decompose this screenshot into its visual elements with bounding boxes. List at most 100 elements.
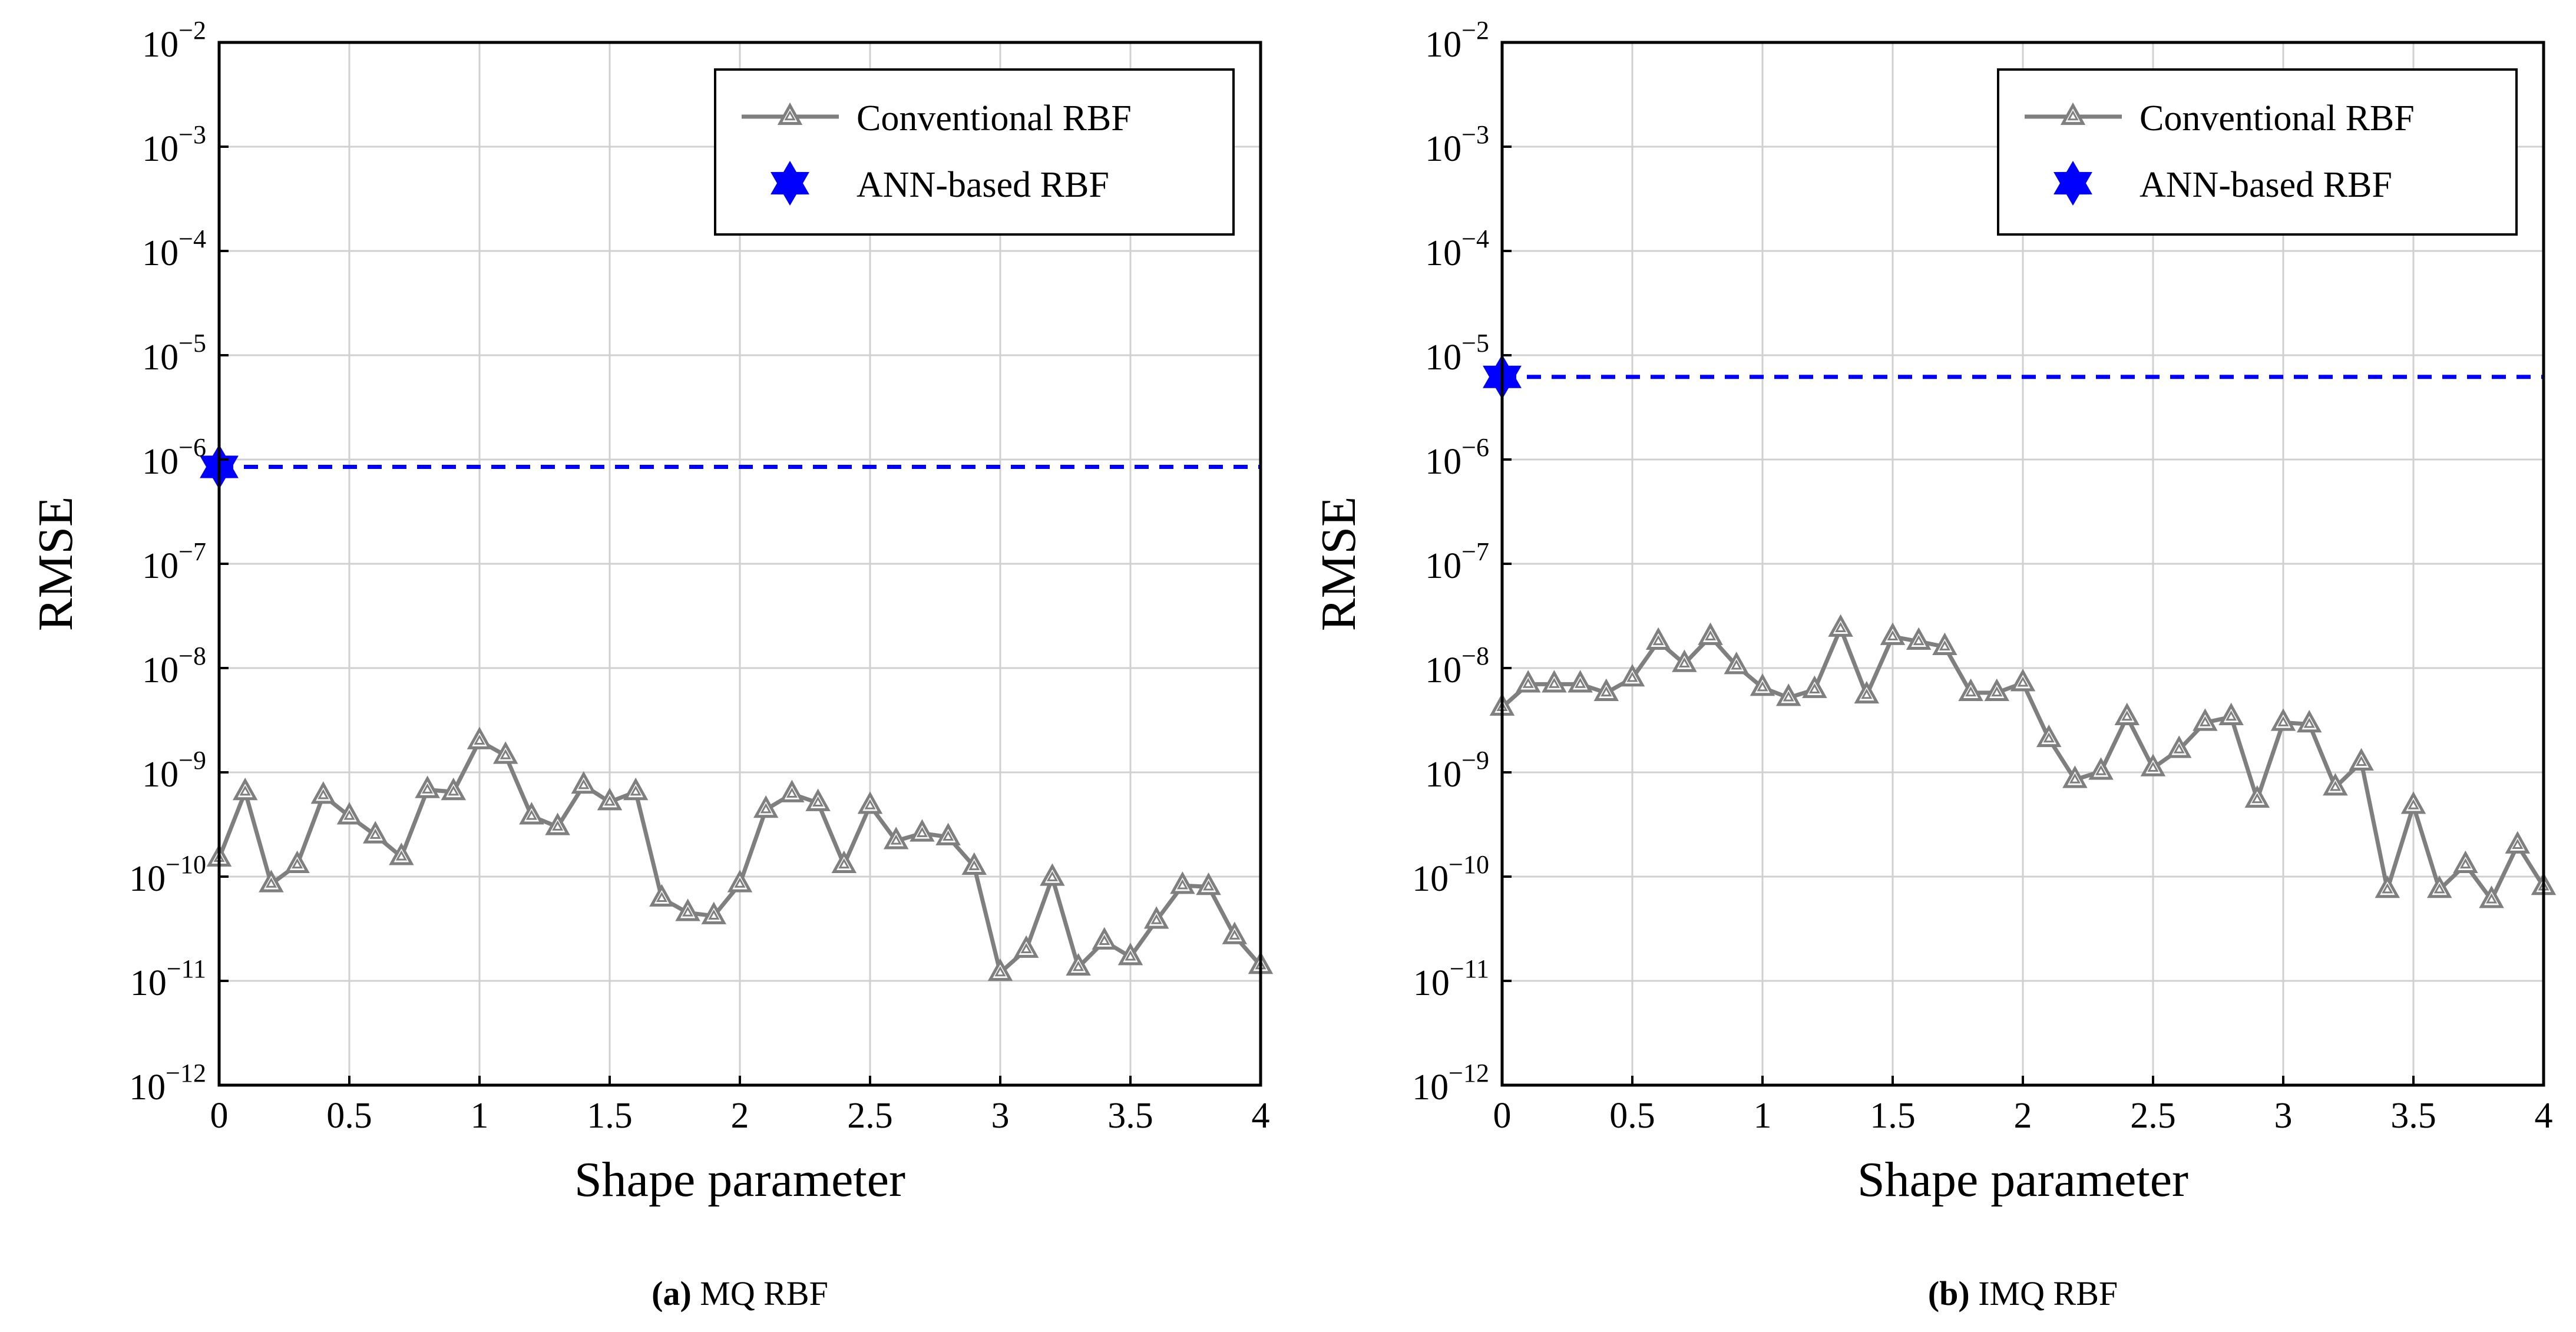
legend-symbol-ann-a <box>771 161 809 206</box>
data-point-conventional-inner <box>760 803 772 814</box>
data-point-conventional-inner <box>474 734 485 745</box>
y-tick-label: 10−7 <box>142 537 206 586</box>
y-axis-label-a: RMSE <box>28 497 83 632</box>
data-point-conventional <box>1542 670 1567 693</box>
data-point-conventional <box>2140 753 2166 776</box>
data-point-conventional <box>2400 791 2426 814</box>
data-point-conventional-inner <box>2329 781 2341 791</box>
x-tick-label: 0 <box>1493 1096 1512 1136</box>
data-point-conventional <box>2062 765 2088 788</box>
legend-entry-ann-a: ANN-based RBF <box>857 165 1109 205</box>
data-point-conventional <box>597 788 623 811</box>
data-point-conventional-inner <box>1626 672 1638 682</box>
data-point-conventional-inner <box>2199 716 2211 726</box>
y-tick-label: 10−4 <box>142 224 206 273</box>
x-tick-label: 3 <box>2274 1096 2293 1136</box>
data-point-conventional <box>987 958 1013 981</box>
data-point-conventional-inner <box>2043 732 2055 743</box>
legend-box-a <box>714 68 1235 236</box>
data-point-conventional-inner <box>2433 883 2445 894</box>
data-point-conventional-inner <box>1913 634 1924 646</box>
data-point-conventional-inner <box>1861 689 1873 699</box>
data-point-conventional <box>753 795 779 818</box>
data-point-conventional-inner <box>2356 755 2367 766</box>
data-point-conventional <box>1568 670 1593 693</box>
data-point-conventional <box>831 850 857 873</box>
y-tick-label: 10−6 <box>142 433 206 482</box>
data-point-conventional <box>1932 632 1957 655</box>
y-tick-label: 10−12 <box>129 1059 206 1108</box>
data-point-conventional-inner <box>2069 773 2081 784</box>
data-point-conventional <box>1515 670 1541 693</box>
x-ticks-b: 0 0.5 1 1.5 2 2.5 3 3.5 4 <box>1493 1076 2553 1136</box>
data-point-conventional <box>1143 906 1169 929</box>
series-b <box>1483 354 2557 908</box>
data-point-conventional <box>961 852 987 875</box>
caption-a: (a) MQ RBF <box>652 1274 828 1313</box>
data-point-conventional <box>2426 875 2452 898</box>
y-tick-label: 10−3 <box>142 120 206 169</box>
legend-box-b <box>1997 68 2518 236</box>
data-point-conventional <box>1619 664 1645 687</box>
data-point-conventional-inner <box>890 834 902 845</box>
data-point-conventional-inner <box>1229 929 1241 940</box>
y-tick-label: 10−7 <box>1425 537 1489 586</box>
x-tick-label: 3 <box>991 1096 1010 1136</box>
data-point-conventional-inner <box>734 877 746 888</box>
data-point-conventional-inner <box>708 909 720 920</box>
data-point-conventional-inner <box>812 796 824 807</box>
y-tick-label: 10−2 <box>1425 16 1489 65</box>
x-tick-label: 4 <box>1252 1096 1270 1136</box>
data-point-conventional-inner <box>2121 710 2133 721</box>
data-point-conventional-inner <box>578 779 590 789</box>
data-point-conventional <box>1775 683 1801 706</box>
data-point-conventional <box>1750 673 1775 696</box>
data-point-conventional-inner <box>2512 838 2524 850</box>
x-tick-label: 3.5 <box>2390 1096 2436 1136</box>
y-tick-label: 10−10 <box>1412 850 1489 899</box>
x-tick-label: 2 <box>731 1096 749 1136</box>
y-tick-label: 10−9 <box>1425 746 1489 795</box>
x-ticks-a: 0 0.5 1 1.5 2 2.5 3 3.5 4 <box>210 1076 1270 1136</box>
panel-a: 10−12 10−11 10−10 10−9 10−8 10−7 10−6 10−5 10−4 1… <box>28 16 1274 1313</box>
data-point-conventional <box>362 821 388 844</box>
x-tick-label: 2.5 <box>847 1096 893 1136</box>
data-point-conventional <box>1645 627 1671 650</box>
data-point-conventional-inner <box>1575 677 1586 688</box>
legend-a: Conventional RBF ANN-based RBF <box>714 68 1235 236</box>
data-point-conventional-inner <box>552 820 564 831</box>
y-tick-label: 10−3 <box>1425 120 1489 169</box>
data-point-conventional <box>467 726 492 749</box>
y-axis-label-b: RMSE <box>1311 497 1366 632</box>
data-point-conventional-inner <box>265 877 277 888</box>
data-point-conventional-inner <box>1835 622 1847 632</box>
data-point-conventional-inner <box>1757 681 1768 692</box>
data-point-conventional-inner <box>864 799 876 809</box>
data-point-conventional-inner <box>2226 710 2237 721</box>
data-point-conventional <box>857 791 883 814</box>
data-point-conventional <box>2244 785 2270 808</box>
data-point-conventional-inner <box>1601 686 1612 697</box>
x-tick-label: 3.5 <box>1107 1096 1153 1136</box>
data-point-conventional-inner <box>1522 677 1534 688</box>
data-point-conventional-inner <box>943 830 954 841</box>
legend-entry-conventional-b: Conventional RBF <box>2139 98 2415 138</box>
data-point-conventional-inner <box>1046 871 1058 881</box>
data-point-conventional <box>1092 927 1117 950</box>
data-point-conventional <box>1906 627 1932 650</box>
data-point-conventional <box>1040 863 1065 886</box>
data-point-conventional-inner <box>343 809 355 820</box>
data-point-conventional <box>571 771 597 794</box>
data-point-conventional <box>545 812 570 835</box>
legend-entry-ann-b: ANN-based RBF <box>2139 165 2392 205</box>
data-point-conventional-inner <box>395 850 407 861</box>
data-point-conventional <box>2270 708 2296 731</box>
data-point-conventional-inner <box>656 891 667 903</box>
data-point-conventional-inner <box>1678 657 1690 667</box>
data-point-conventional <box>1196 872 1221 895</box>
x-tick-label: 0 <box>210 1096 229 1136</box>
y-ticks-a: 10−12 10−11 10−10 10−9 10−8 10−7 10−6 10−5 10−4 1… <box>129 16 229 1108</box>
data-point-conventional-inner <box>500 749 511 759</box>
data-point-conventional <box>2505 831 2531 854</box>
